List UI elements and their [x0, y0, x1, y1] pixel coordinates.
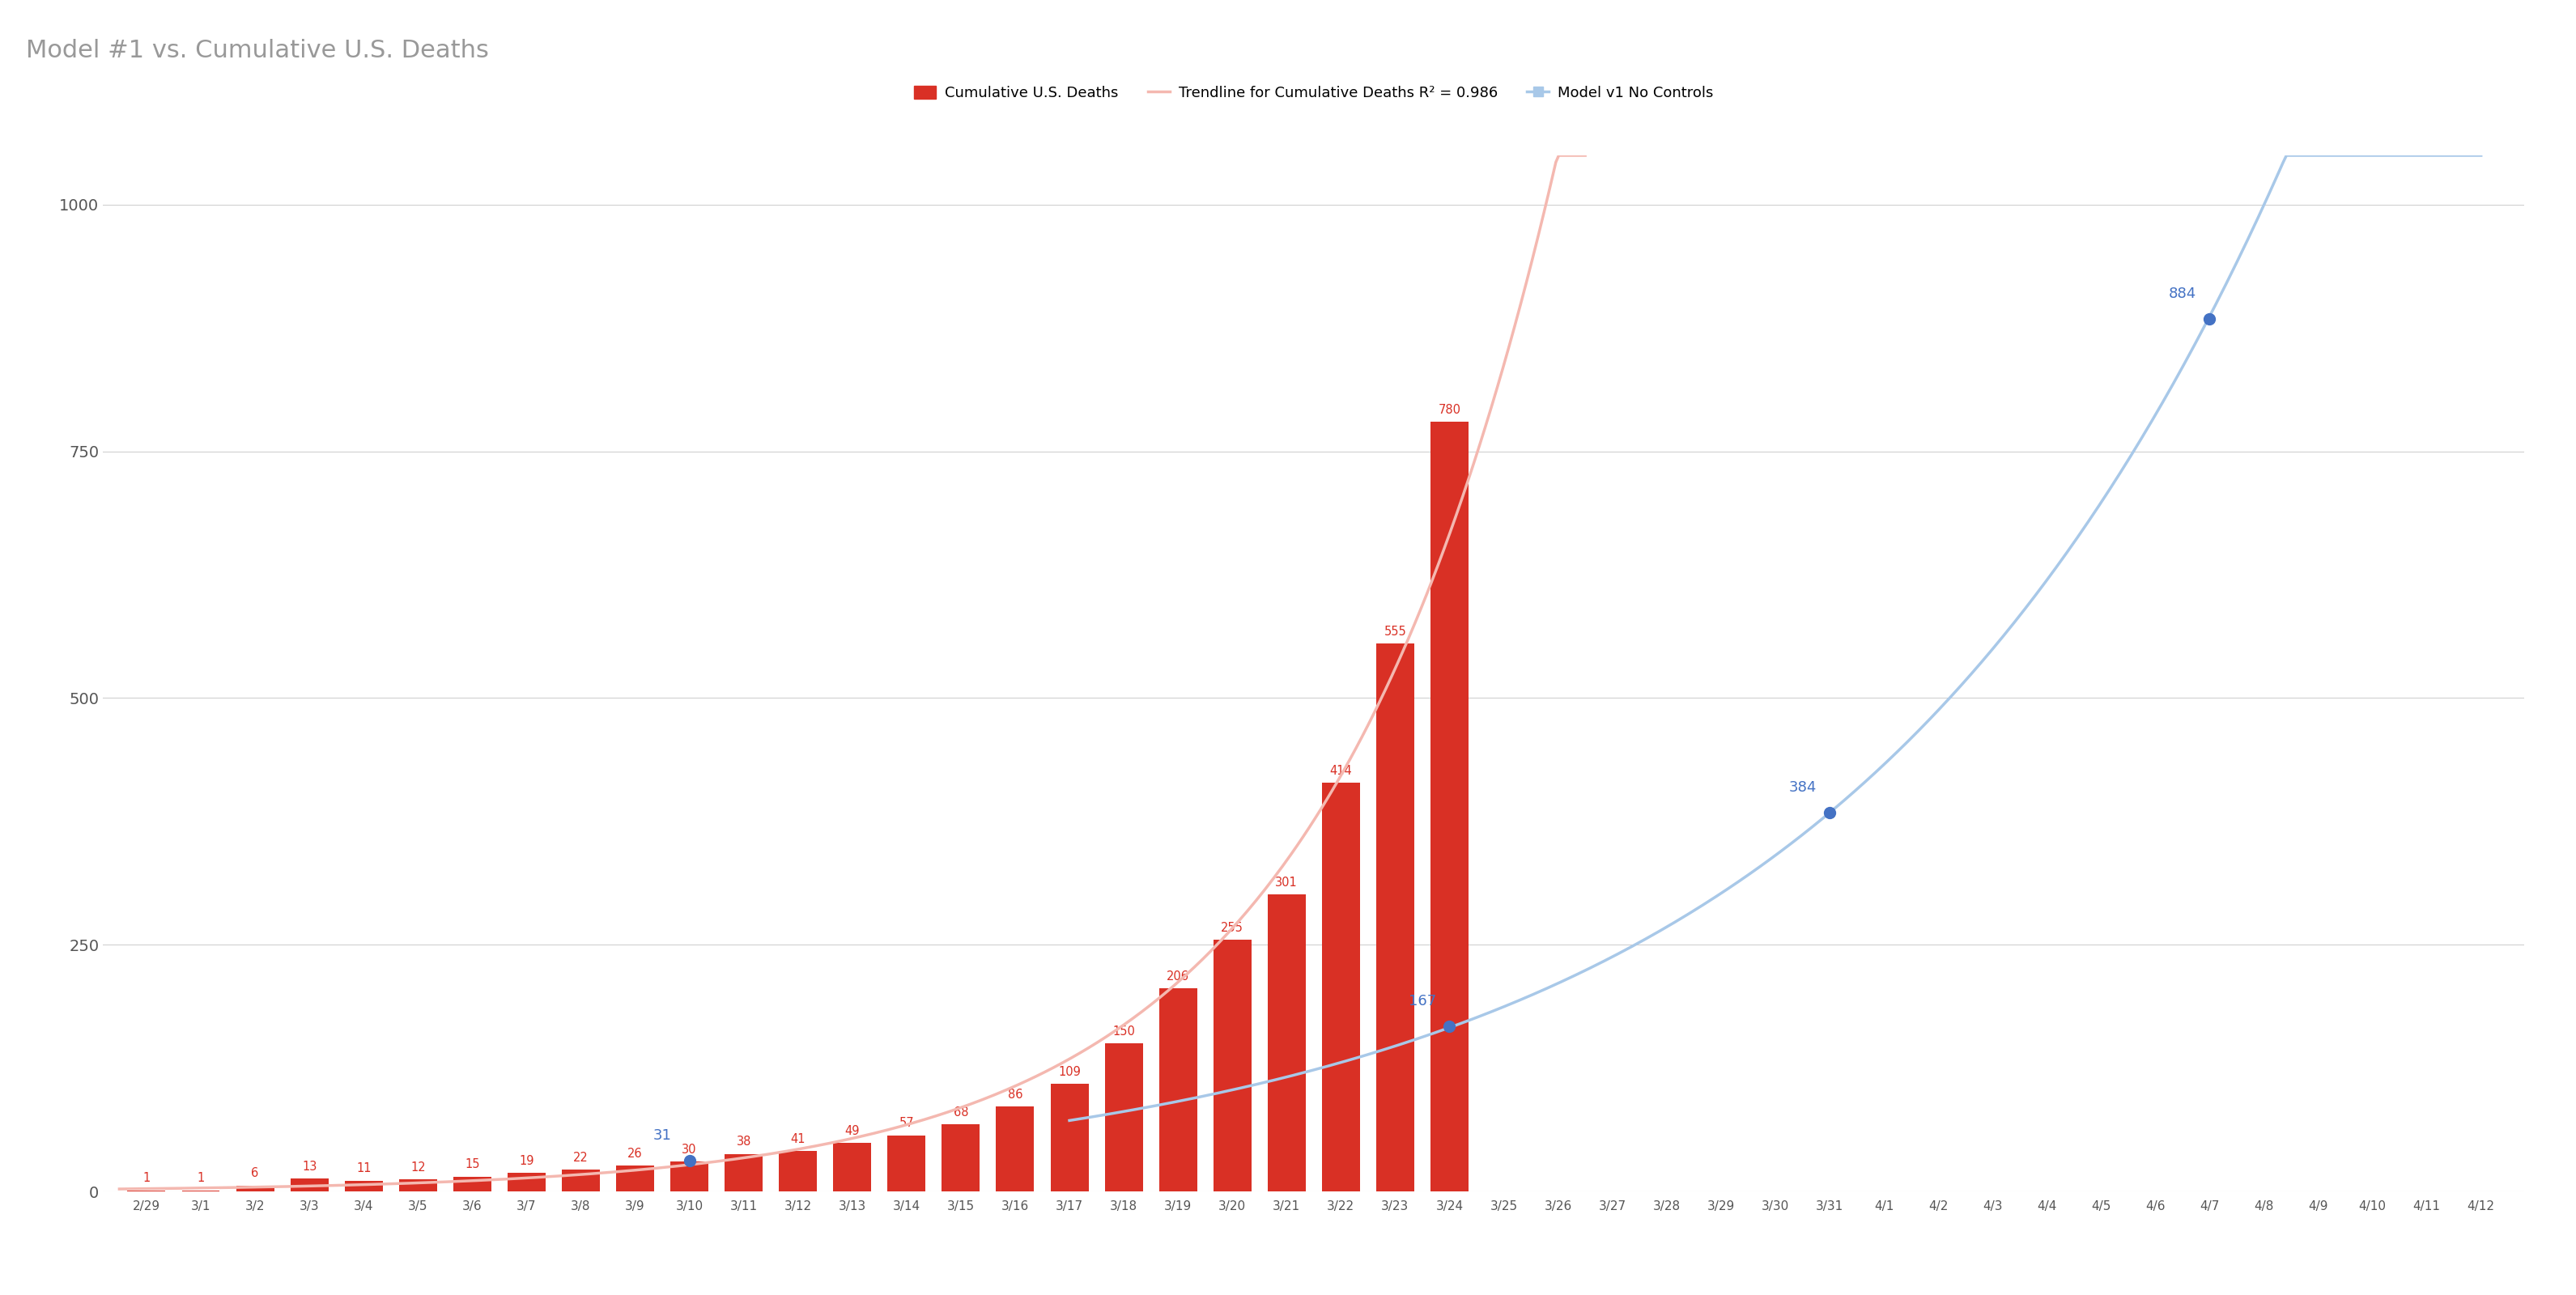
- Text: 384: 384: [1788, 780, 1816, 795]
- Bar: [453, 1177, 492, 1191]
- Bar: [562, 1169, 600, 1191]
- Bar: [345, 1181, 384, 1191]
- Text: 301: 301: [1275, 877, 1298, 888]
- Text: 41: 41: [791, 1133, 806, 1145]
- Bar: [1267, 895, 1306, 1191]
- Bar: [1213, 940, 1252, 1191]
- Bar: [507, 1173, 546, 1191]
- Legend: Cumulative U.S. Deaths, Trendline for Cumulative Deaths R² = 0.986, Model v1 No : Cumulative U.S. Deaths, Trendline for Cu…: [909, 80, 1718, 106]
- Text: 1: 1: [142, 1172, 149, 1185]
- Bar: [1051, 1084, 1090, 1191]
- Bar: [670, 1162, 708, 1191]
- Text: 68: 68: [953, 1106, 969, 1119]
- Text: 6: 6: [252, 1167, 258, 1180]
- Bar: [889, 1136, 925, 1191]
- Text: 414: 414: [1329, 765, 1352, 777]
- Text: 255: 255: [1221, 922, 1244, 934]
- Text: 86: 86: [1007, 1089, 1023, 1101]
- Text: 884: 884: [2169, 287, 2197, 302]
- Text: 15: 15: [464, 1159, 479, 1171]
- Bar: [943, 1124, 979, 1191]
- Text: 11: 11: [355, 1163, 371, 1175]
- Text: 30: 30: [683, 1143, 698, 1156]
- Text: 26: 26: [629, 1147, 641, 1160]
- Text: 555: 555: [1383, 625, 1406, 638]
- Bar: [237, 1185, 273, 1191]
- Text: 167: 167: [1409, 995, 1437, 1009]
- Text: 780: 780: [1437, 404, 1461, 416]
- Bar: [1376, 644, 1414, 1191]
- Text: 206: 206: [1167, 970, 1190, 982]
- Bar: [778, 1151, 817, 1191]
- Bar: [399, 1180, 438, 1191]
- Text: 109: 109: [1059, 1066, 1082, 1077]
- Bar: [997, 1106, 1033, 1191]
- Text: 1: 1: [196, 1172, 204, 1185]
- Bar: [1105, 1044, 1144, 1191]
- Text: 150: 150: [1113, 1026, 1136, 1037]
- Text: 19: 19: [518, 1155, 533, 1167]
- Bar: [832, 1143, 871, 1191]
- Text: 38: 38: [737, 1136, 752, 1147]
- Bar: [1159, 988, 1198, 1191]
- Bar: [1321, 783, 1360, 1191]
- Text: 12: 12: [410, 1162, 425, 1173]
- Text: 22: 22: [574, 1151, 587, 1164]
- Text: 57: 57: [899, 1118, 914, 1129]
- Text: Model #1 vs. Cumulative U.S. Deaths: Model #1 vs. Cumulative U.S. Deaths: [26, 39, 489, 62]
- Bar: [291, 1178, 327, 1191]
- Bar: [616, 1166, 654, 1191]
- Text: 31: 31: [652, 1128, 672, 1143]
- Bar: [724, 1154, 762, 1191]
- Text: 13: 13: [301, 1160, 317, 1173]
- Bar: [1430, 422, 1468, 1191]
- Text: 49: 49: [845, 1125, 860, 1137]
